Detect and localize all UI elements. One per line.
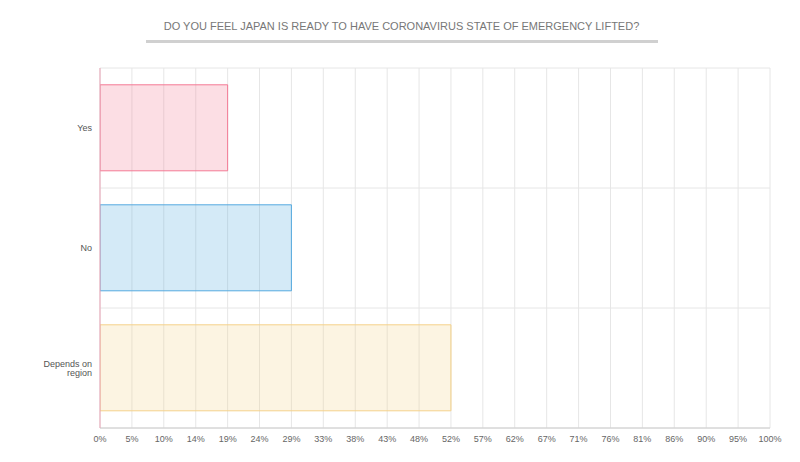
svg-text:52%: 52% bbox=[442, 434, 460, 444]
svg-text:95%: 95% bbox=[729, 434, 747, 444]
svg-text:19%: 19% bbox=[219, 434, 237, 444]
svg-text:Yes: Yes bbox=[77, 123, 92, 133]
svg-text:No: No bbox=[80, 243, 92, 253]
svg-text:100%: 100% bbox=[758, 434, 781, 444]
svg-text:33%: 33% bbox=[314, 434, 332, 444]
svg-text:90%: 90% bbox=[697, 434, 715, 444]
svg-text:0%: 0% bbox=[93, 434, 106, 444]
svg-text:29%: 29% bbox=[282, 434, 300, 444]
html-text:DO YOU FEEL JAPAN IS READY TO: DO YOU FEEL JAPAN IS READY TO HAVE CORON… bbox=[163, 20, 640, 32]
svg-text:81%: 81% bbox=[633, 434, 651, 444]
svg-text:86%: 86% bbox=[665, 434, 683, 444]
svg-text:71%: 71% bbox=[570, 434, 588, 444]
svg-text:38%: 38% bbox=[346, 434, 364, 444]
svg-text:10%: 10% bbox=[155, 434, 173, 444]
svg-text:76%: 76% bbox=[601, 434, 619, 444]
svg-text:48%: 48% bbox=[410, 434, 428, 444]
svg-text:67%: 67% bbox=[538, 434, 556, 444]
svg-text:43%: 43% bbox=[378, 434, 396, 444]
svg-text:Depends onregion: Depends onregion bbox=[43, 359, 92, 378]
svg-text:5%: 5% bbox=[125, 434, 138, 444]
svg-text:57%: 57% bbox=[474, 434, 492, 444]
svg-text:24%: 24% bbox=[251, 434, 269, 444]
svg-text:14%: 14% bbox=[187, 434, 205, 444]
svg-text:62%: 62% bbox=[506, 434, 524, 444]
